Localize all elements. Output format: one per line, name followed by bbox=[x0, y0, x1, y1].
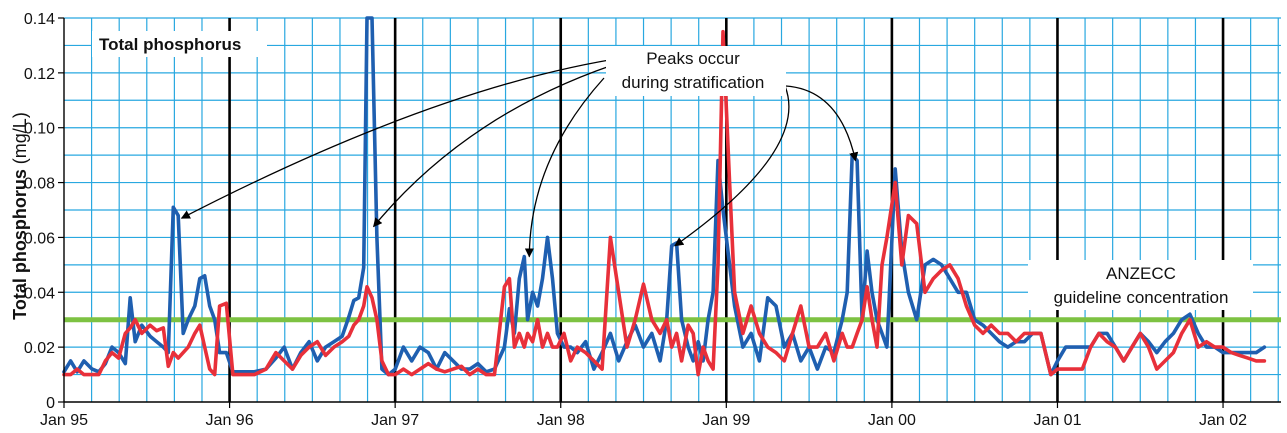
y-tick-label: 0.08 bbox=[24, 176, 55, 193]
guideline-label-background bbox=[1028, 260, 1253, 310]
annotation-background bbox=[606, 46, 786, 96]
x-tick-label: Jan 98 bbox=[537, 412, 585, 429]
x-tick-label: Jan 95 bbox=[40, 412, 88, 429]
axes: 0 0.02 0.04 0.06 0.08 0.10 0.12 0.14 Jan 95 Jan 9… bbox=[24, 11, 1281, 429]
y-tick-label: 0 bbox=[46, 395, 55, 412]
annotations: Total phosphorus Peaks occur during stra… bbox=[10, 31, 1253, 320]
y-axis-label-text: Total phosphorus bbox=[10, 169, 30, 320]
annotation-arrow bbox=[180, 56, 629, 219]
y-tick-label: 0.12 bbox=[24, 66, 55, 83]
annotation-line-2: during stratification bbox=[622, 73, 765, 92]
y-axis-label: Total phosphorus (mg/L) bbox=[10, 112, 30, 320]
series-layer bbox=[62, 16, 1267, 377]
annotation-arrow bbox=[373, 59, 629, 228]
x-tick-label: Jan 99 bbox=[702, 412, 750, 429]
x-tick-label: Jan 97 bbox=[371, 412, 419, 429]
y-tick-label: 0.02 bbox=[24, 340, 55, 357]
y-tick-label: 0.10 bbox=[24, 121, 55, 138]
guideline-label-line-1: ANZECC bbox=[1106, 264, 1176, 283]
annotation-arrows bbox=[180, 56, 859, 258]
chart-title: Total phosphorus bbox=[99, 35, 241, 54]
x-tick-label: Jan 02 bbox=[1199, 412, 1247, 429]
x-tick-label: Jan 01 bbox=[1033, 412, 1081, 429]
x-tick-label: Jan 00 bbox=[868, 412, 916, 429]
annotation-line-1: Peaks occur bbox=[646, 49, 740, 68]
y-tick-label: 0.04 bbox=[24, 285, 55, 302]
annotation-arrow bbox=[524, 77, 605, 258]
y-axis-label-unit: (mg/L) bbox=[10, 112, 30, 164]
title-background bbox=[92, 31, 267, 57]
annotation-arrow bbox=[785, 85, 859, 162]
y-tick-label: 0.06 bbox=[24, 230, 55, 247]
guideline-label-line-2: guideline concentration bbox=[1054, 288, 1229, 307]
annotation-arrow bbox=[674, 85, 790, 247]
y-tick-label: 0.14 bbox=[24, 11, 55, 28]
x-tick-label: Jan 96 bbox=[206, 412, 254, 429]
series-line-2 bbox=[62, 29, 1267, 377]
